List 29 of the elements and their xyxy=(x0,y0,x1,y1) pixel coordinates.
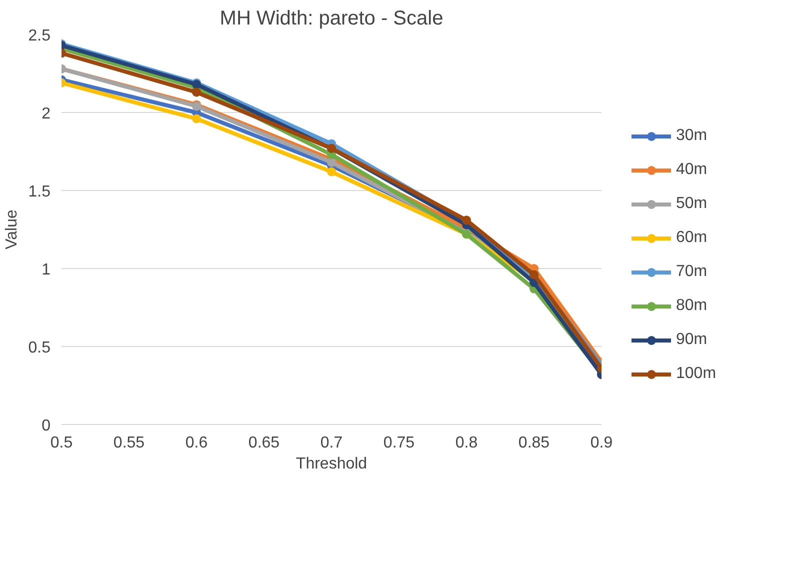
legend-label: 60m xyxy=(676,229,708,247)
y-tick-label: 0 xyxy=(42,418,51,434)
x-tick-label: 0.8 xyxy=(455,434,478,452)
legend-label: 30m xyxy=(676,127,708,145)
x-tick-label: 0.9 xyxy=(590,434,613,452)
point xyxy=(327,158,336,167)
legend-label: 40m xyxy=(676,161,708,179)
point xyxy=(327,167,336,176)
y-tick-label: 2.5 xyxy=(28,28,51,44)
point xyxy=(192,114,201,124)
x-tick-label: 0.7 xyxy=(320,434,343,452)
y-tick-label: 1 xyxy=(42,262,51,278)
y-tick-label: 2 xyxy=(42,106,51,122)
y-tick-label: 0.5 xyxy=(28,340,51,356)
y-axis-title: Value xyxy=(3,210,20,250)
point xyxy=(192,88,201,97)
legend-label: 80m xyxy=(676,297,708,315)
legend-label: 50m xyxy=(676,195,708,213)
x-tick-label: 0.55 xyxy=(113,434,145,452)
chart-title: MH Width: pareto - Scale xyxy=(220,8,444,30)
x-tick-label: 0.85 xyxy=(518,434,550,452)
legend-label: 90m xyxy=(676,331,708,349)
x-tick-label: 0.75 xyxy=(383,434,415,452)
x-axis-title: Threshold xyxy=(296,456,368,472)
legend-label: 100m xyxy=(676,365,716,383)
y-tick-label: 1.5 xyxy=(28,184,51,200)
x-tick-label: 0.65 xyxy=(248,434,280,452)
x-tick-label: 0.6 xyxy=(185,434,208,452)
legend-label: 70m xyxy=(676,263,708,281)
